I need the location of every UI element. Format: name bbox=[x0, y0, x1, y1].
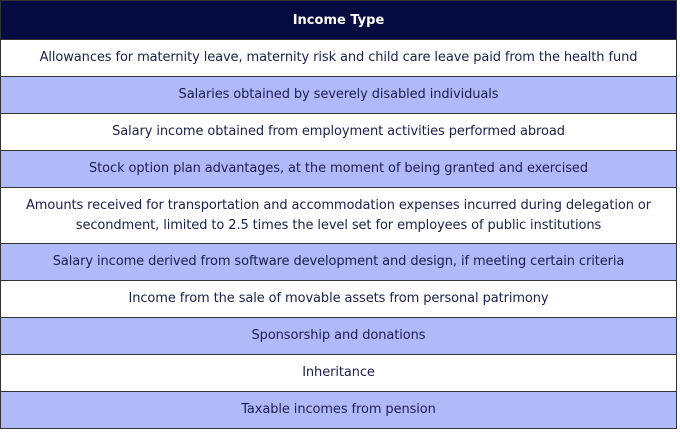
table-cell: Salary income obtained from employment a… bbox=[0, 113, 677, 151]
table-cell: Salaries obtained by severely disabled i… bbox=[0, 76, 677, 114]
table-row: Inheritance bbox=[0, 354, 677, 392]
table-cell: Allowances for maternity leave, maternit… bbox=[0, 39, 677, 77]
table-cell: Stock option plan advantages, at the mom… bbox=[0, 150, 677, 188]
table-cell: Income from the sale of movable assets f… bbox=[0, 280, 677, 318]
column-header-income-type: Income Type bbox=[0, 0, 677, 40]
header-row: Income Type bbox=[0, 0, 677, 40]
table-cell: Inheritance bbox=[0, 354, 677, 392]
table-row: Sponsorship and donations bbox=[0, 317, 677, 355]
table-row: Income from the sale of movable assets f… bbox=[0, 280, 677, 318]
table-row: Salary income derived from software deve… bbox=[0, 243, 677, 281]
table-row: Stock option plan advantages, at the mom… bbox=[0, 150, 677, 188]
table-cell: Amounts received for transportation and … bbox=[0, 187, 677, 244]
table-row: Salaries obtained by severely disabled i… bbox=[0, 76, 677, 114]
table-cell: Salary income derived from software deve… bbox=[0, 243, 677, 281]
table-row: Salary income obtained from employment a… bbox=[0, 113, 677, 151]
table-row: Taxable incomes from pension bbox=[0, 391, 677, 429]
table-row: Allowances for maternity leave, maternit… bbox=[0, 39, 677, 77]
table-row: Amounts received for transportation and … bbox=[0, 187, 677, 244]
table-cell: Taxable incomes from pension bbox=[0, 391, 677, 429]
table-cell: Sponsorship and donations bbox=[0, 317, 677, 355]
